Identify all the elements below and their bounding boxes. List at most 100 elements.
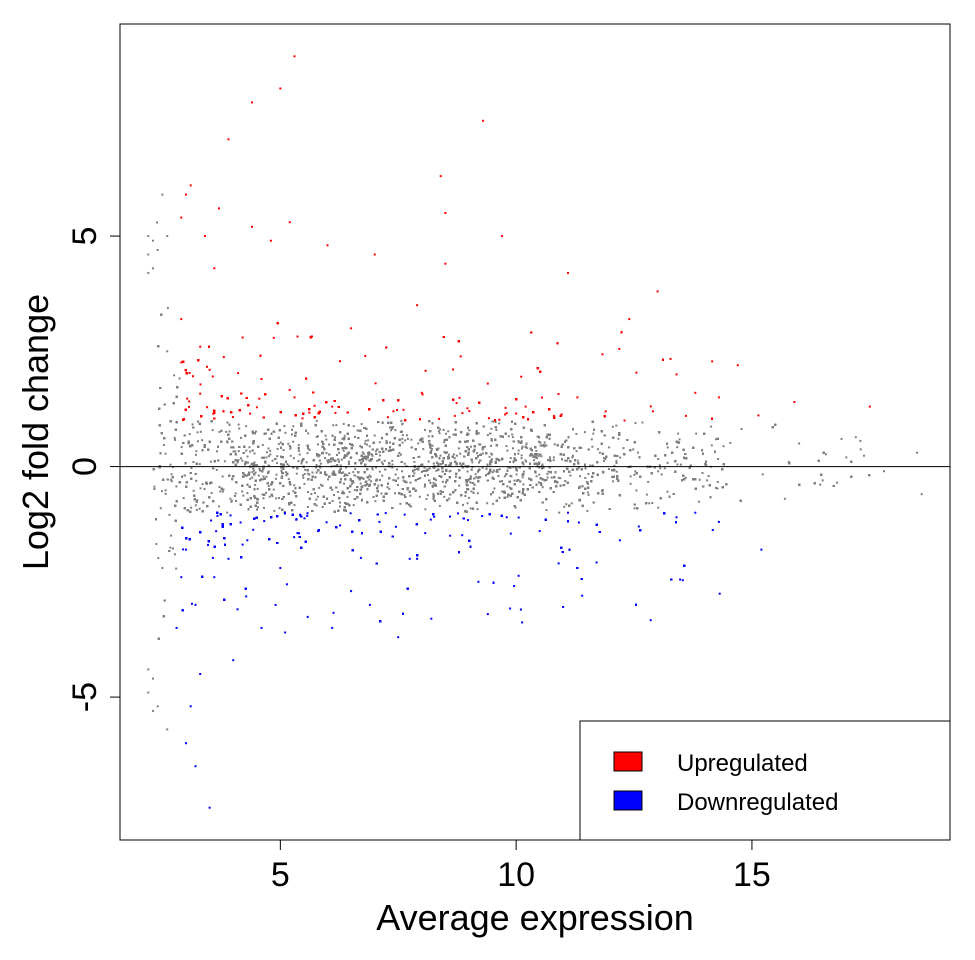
point-not-significant <box>289 454 292 457</box>
point-not-significant <box>424 508 427 511</box>
point-not-significant <box>288 445 291 447</box>
point-not-significant <box>265 491 268 494</box>
point-not-significant <box>180 446 183 449</box>
point-not-significant <box>586 491 589 494</box>
point-not-significant <box>202 501 205 504</box>
point-not-significant <box>491 458 493 461</box>
point-not-significant <box>438 432 441 435</box>
point-not-significant <box>657 458 660 460</box>
point-not-significant <box>608 446 611 449</box>
point-not-significant <box>164 489 167 492</box>
point-not-significant <box>552 459 555 462</box>
point-not-significant <box>341 437 344 440</box>
point-not-significant <box>231 478 234 481</box>
point-not-significant <box>455 475 457 478</box>
point-not-significant <box>443 451 446 453</box>
point-not-significant <box>169 463 172 466</box>
point-not-significant <box>157 557 160 560</box>
point-not-significant <box>486 502 489 505</box>
point-not-significant <box>575 450 578 453</box>
point-not-significant <box>443 439 446 441</box>
point-not-significant <box>302 476 305 479</box>
point-not-significant <box>824 453 827 456</box>
point-not-significant <box>715 438 718 441</box>
point-not-significant <box>284 431 287 434</box>
point-not-significant <box>248 446 251 449</box>
point-not-significant <box>161 490 163 493</box>
point-not-significant <box>305 461 308 464</box>
point-not-significant <box>326 459 329 462</box>
point-not-significant <box>195 508 198 511</box>
point-not-significant <box>223 460 226 463</box>
point-not-significant <box>401 422 404 425</box>
point-not-significant <box>310 493 313 495</box>
point-not-significant <box>522 470 525 473</box>
point-not-significant <box>289 447 292 450</box>
point-not-significant <box>627 466 630 469</box>
point-not-significant <box>251 471 254 474</box>
point-not-significant <box>261 444 264 446</box>
point-not-significant <box>565 459 568 462</box>
point-not-significant <box>278 507 281 510</box>
point-not-significant <box>295 472 298 475</box>
point-not-significant <box>350 456 353 459</box>
point-not-significant <box>409 494 412 497</box>
point-not-significant <box>428 467 431 470</box>
point-not-significant <box>545 509 548 512</box>
point-not-significant <box>331 457 334 460</box>
point-not-significant <box>431 444 434 447</box>
point-not-significant <box>262 497 265 500</box>
point-not-significant <box>171 547 174 550</box>
point-not-significant <box>710 444 713 447</box>
point-not-significant <box>441 480 444 483</box>
point-not-significant <box>468 429 471 432</box>
point-not-significant <box>297 460 300 463</box>
point-not-significant <box>491 471 494 474</box>
point-not-significant <box>445 432 447 435</box>
point-not-significant <box>501 490 504 493</box>
point-not-significant <box>315 498 318 501</box>
point-not-significant <box>381 474 384 477</box>
point-not-significant <box>382 463 384 466</box>
point-not-significant <box>579 475 582 478</box>
point-not-significant <box>241 490 244 493</box>
point-not-significant <box>420 463 422 466</box>
point-not-significant <box>570 502 573 505</box>
point-not-significant <box>651 502 654 504</box>
point-not-significant <box>331 488 334 491</box>
point-not-significant <box>386 486 389 489</box>
point-not-significant <box>633 507 636 510</box>
point-not-significant <box>175 567 178 570</box>
point-not-significant <box>226 440 229 443</box>
point-not-significant <box>859 448 862 451</box>
point-not-significant <box>424 428 426 431</box>
point-not-significant <box>404 439 407 442</box>
point-not-significant <box>327 478 329 481</box>
point-not-significant <box>549 458 552 461</box>
point-not-significant <box>279 441 282 444</box>
point-not-significant <box>705 464 708 467</box>
point-not-significant <box>464 495 467 497</box>
point-not-significant <box>283 425 286 428</box>
point-not-significant <box>452 453 455 456</box>
point-not-significant <box>286 463 289 466</box>
point-not-significant <box>250 463 253 466</box>
point-not-significant <box>490 444 492 447</box>
point-not-significant <box>364 442 366 445</box>
point-not-significant <box>468 496 470 499</box>
point-not-significant <box>352 471 355 474</box>
point-not-significant <box>173 374 176 377</box>
point-not-significant <box>509 460 511 463</box>
point-not-significant <box>219 490 222 493</box>
point-not-significant <box>247 461 249 464</box>
point-not-significant <box>564 459 567 462</box>
point-not-significant <box>359 482 362 485</box>
point-not-significant <box>338 460 340 463</box>
point-not-significant <box>367 439 370 442</box>
point-not-significant <box>153 485 156 488</box>
point-not-significant <box>417 442 420 445</box>
point-not-significant <box>307 432 310 435</box>
point-not-significant <box>287 464 290 467</box>
point-not-significant <box>663 467 666 470</box>
point-not-significant <box>196 431 199 434</box>
